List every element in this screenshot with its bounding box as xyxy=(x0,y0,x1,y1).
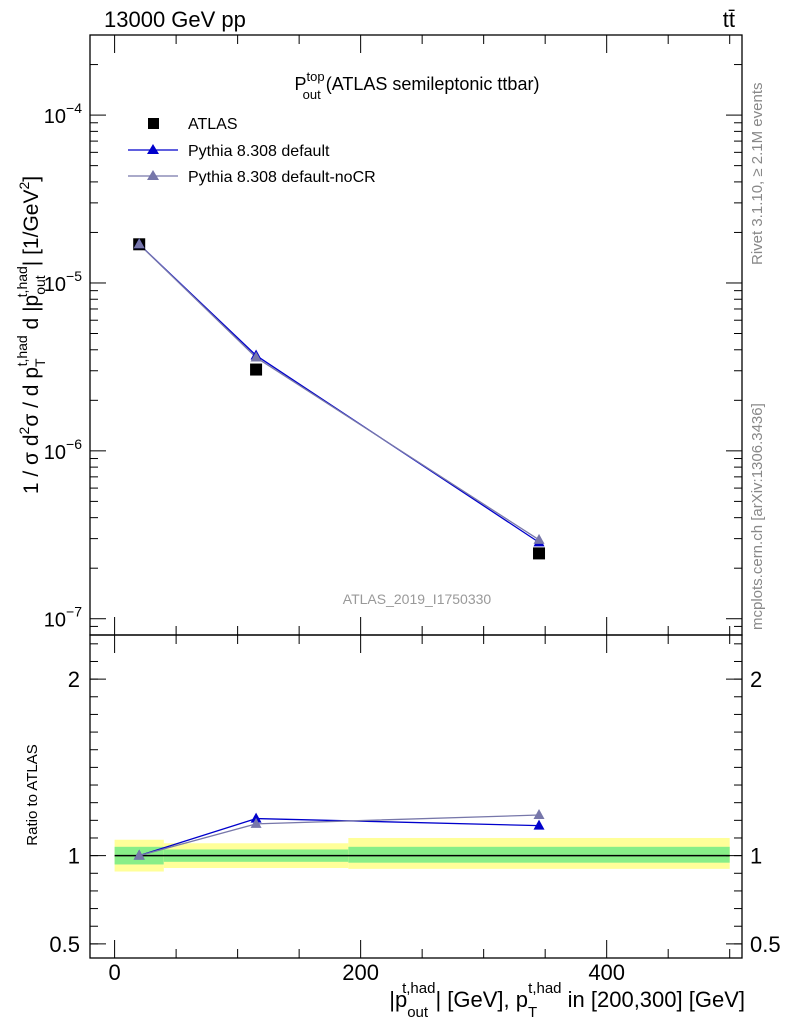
title-rest: (ATLAS semileptonic ttbar) xyxy=(321,74,540,94)
ratio-ytick-label-left-1: 1 xyxy=(68,844,80,869)
ratio-ytick-label-right-2: 2 xyxy=(750,667,762,692)
xlabel-sup-2: t,had xyxy=(528,980,561,997)
analysis-watermark: ATLAS_2019_I1750330 xyxy=(343,591,492,607)
ylabel-sup-2: t,had xyxy=(14,335,30,366)
legend-nocr-label: Pythia 8.308 default-noCR xyxy=(188,169,376,186)
legend-default-label: Pythia 8.308 default xyxy=(188,143,330,160)
main-ytick-label-1: 10−6 xyxy=(44,436,82,464)
main-frame xyxy=(89,34,743,636)
atlas-point-2 xyxy=(533,547,546,560)
ylabel-part-1: 1 / σ d xyxy=(20,434,43,494)
ratio-point-0-2 xyxy=(533,819,545,830)
ratio-point-1-2 xyxy=(533,809,545,820)
main-ytick-base-2: 10 xyxy=(44,274,66,296)
ratio-ytick-label-left-2: 2 xyxy=(68,667,80,692)
xlabel-sub-2: T xyxy=(528,1004,537,1021)
xtick-label-1: 200 xyxy=(342,960,379,985)
ylabel-sup-1: 2 xyxy=(16,426,32,434)
ratio-ytick-label-right-1: 1 xyxy=(750,844,762,869)
ylabel-part-5: ] xyxy=(20,176,43,182)
rivet-version-label: Rivet 3.1.10, ≥ 2.1M events xyxy=(749,83,766,266)
title-sup: top xyxy=(307,69,325,84)
xtick-label-0: 0 xyxy=(108,960,120,985)
xlabel-part-2: | [GeV], p xyxy=(435,987,528,1012)
main-series-line-1 xyxy=(138,243,540,543)
main-ytick-base-0: 10 xyxy=(44,610,66,632)
main-point-2-1 xyxy=(250,351,262,362)
title-main: P xyxy=(295,74,307,94)
main-ytick-label-2: 10−5 xyxy=(44,268,82,296)
legend: ATLAS Pythia 8.308 default Pythia 8.308 … xyxy=(128,116,376,186)
xlabel-part-3: in [200,300] [GeV] xyxy=(562,987,745,1012)
main-ytick-exp-0: −7 xyxy=(66,604,82,620)
main-panel: 10−710−610−510−4 xyxy=(44,34,743,636)
ratio-panel: 0.5 0.5 1 1 2 2 0 200 400 xyxy=(49,634,781,985)
main-ytick-base-3: 10 xyxy=(44,106,66,128)
ylabel-sup-3: t,had xyxy=(14,266,30,297)
ratio-ytick-label-right-0: 0.5 xyxy=(750,932,781,957)
main-ytick-base-1: 10 xyxy=(44,442,66,464)
main-series-line-2 xyxy=(138,243,540,541)
ylabel-part-4: | [1/GeV xyxy=(20,190,43,267)
xlabel-sub-1: out xyxy=(407,1004,429,1021)
xtick-label-2: 400 xyxy=(588,960,625,985)
xlabel-sup-1: t,had xyxy=(402,980,435,997)
title-sub: out xyxy=(303,87,321,102)
main-point-2-0 xyxy=(133,238,145,249)
ylabel-sub-3: out xyxy=(32,275,48,295)
ratio-ytick-label-left-0: 0.5 xyxy=(49,932,80,957)
x-axis-label: |pout t,had| [GeV], pTt,had in [200,300] … xyxy=(389,980,745,1021)
atlas-point-1 xyxy=(250,363,263,376)
mcplots-label: mcplots.cern.ch [arXiv:1306.3436] xyxy=(749,403,766,630)
main-ytick-label-0: 10−7 xyxy=(44,604,82,632)
process-label: tt̄ xyxy=(723,7,735,32)
ratio-frame xyxy=(89,634,743,959)
legend-nocr-marker xyxy=(147,170,159,180)
y-axis-label: 1 / σ d2σ / d pTt,had d |poutt,had| [1/G… xyxy=(14,176,48,494)
main-ytick-exp-3: −4 xyxy=(66,100,82,116)
legend-default-marker xyxy=(147,144,159,154)
ylabel-part-3: d |p xyxy=(20,295,43,335)
ratio-point-1-0 xyxy=(133,849,145,860)
ylabel-sub-2: T xyxy=(32,358,48,367)
ratio-axis-label: Ratio to ATLAS xyxy=(24,744,41,845)
legend-atlas-label: ATLAS xyxy=(188,116,238,133)
energy-label: 13000 GeV pp xyxy=(104,7,246,32)
ratio-band-inner-2 xyxy=(348,846,730,863)
main-ytick-exp-2: −5 xyxy=(66,268,82,284)
plot-title: Ptop out (ATLAS semileptonic ttbar) xyxy=(295,69,540,102)
ratio-point-1-1 xyxy=(250,817,262,828)
legend-atlas-marker xyxy=(148,118,159,129)
ylabel-sup-4: 2 xyxy=(16,182,32,190)
main-point-2-2 xyxy=(533,533,545,544)
main-ytick-label-3: 10−4 xyxy=(44,100,82,128)
ylabel-part-2: σ / d p xyxy=(20,367,43,427)
ratio-point-0-1 xyxy=(250,812,262,823)
xlabel-part-1: |p xyxy=(389,987,407,1012)
main-ytick-exp-1: −6 xyxy=(66,436,82,452)
